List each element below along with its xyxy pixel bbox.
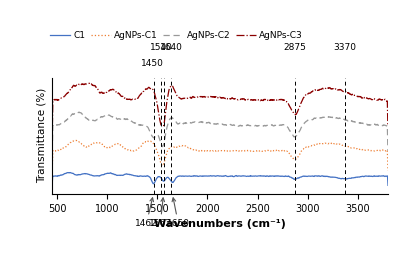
- AgNPs-C3: [50, 124, 54, 127]
- AgNPs-C2: [314, 117, 319, 120]
- AgNPs-C1: [314, 143, 319, 146]
- AgNPs-C2: [213, 122, 218, 126]
- AgNPs-C3: [204, 96, 209, 99]
- AgNPs-C2: [204, 121, 209, 124]
- C1: [314, 174, 319, 178]
- Line: AgNPs-C3: AgNPs-C3: [52, 83, 388, 125]
- Text: 1640: 1640: [160, 43, 183, 52]
- AgNPs-C3: [213, 95, 218, 98]
- C1: [376, 175, 381, 178]
- AgNPs-C2: [77, 111, 82, 114]
- AgNPs-C2: [376, 124, 381, 127]
- AgNPs-C2: [376, 124, 381, 127]
- Line: AgNPs-C2: AgNPs-C2: [52, 112, 388, 151]
- AgNPs-C3: [88, 81, 93, 84]
- Legend: C1, AgNPs-C1, AgNPs-C2, AgNPs-C3: C1, AgNPs-C1, AgNPs-C2, AgNPs-C3: [50, 32, 303, 40]
- Text: 3370: 3370: [333, 43, 356, 52]
- X-axis label: Wavenumbers (cm⁻¹): Wavenumbers (cm⁻¹): [154, 219, 286, 229]
- C1: [376, 175, 381, 178]
- Line: AgNPs-C1: AgNPs-C1: [52, 140, 388, 171]
- AgNPs-C1: [386, 169, 390, 172]
- AgNPs-C1: [50, 169, 54, 173]
- Text: 1540: 1540: [150, 43, 173, 52]
- AgNPs-C1: [376, 149, 381, 152]
- Text: 1562: 1562: [149, 198, 172, 229]
- AgNPs-C1: [376, 148, 381, 152]
- AgNPs-C1: [74, 139, 78, 142]
- AgNPs-C2: [50, 149, 54, 152]
- AgNPs-C3: [376, 98, 381, 101]
- C1: [67, 171, 72, 175]
- AgNPs-C3: [314, 88, 319, 92]
- C1: [204, 174, 209, 178]
- AgNPs-C3: [376, 98, 381, 102]
- AgNPs-C2: [386, 149, 390, 152]
- AgNPs-C1: [213, 149, 218, 152]
- C1: [68, 171, 73, 174]
- C1: [50, 187, 54, 190]
- AgNPs-C3: [386, 124, 390, 127]
- Y-axis label: Transmittance (%): Transmittance (%): [36, 88, 46, 183]
- Text: 1450: 1450: [141, 59, 164, 68]
- AgNPs-C1: [204, 149, 209, 152]
- AgNPs-C3: [67, 89, 72, 93]
- AgNPs-C2: [67, 115, 72, 119]
- Line: C1: C1: [52, 173, 388, 189]
- C1: [386, 184, 390, 187]
- Text: 1462: 1462: [135, 198, 158, 229]
- C1: [213, 175, 218, 178]
- Text: 1650: 1650: [167, 198, 190, 229]
- AgNPs-C1: [67, 142, 72, 145]
- Text: 2875: 2875: [284, 43, 307, 52]
